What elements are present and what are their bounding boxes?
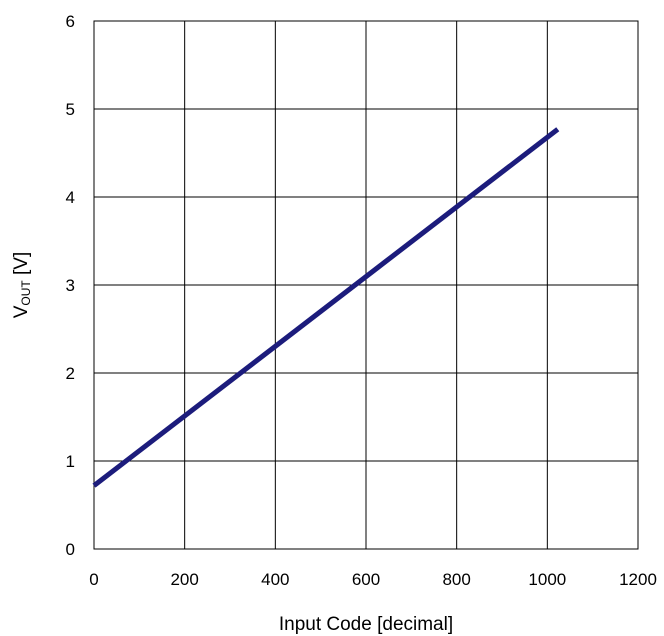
x-tick-label: 0 (89, 570, 98, 589)
y-axis-label: VOUT [V] (11, 252, 33, 319)
x-tick-labels: 0 200 400 600 800 1000 1200 (89, 570, 657, 589)
y-tick-label: 2 (66, 364, 75, 383)
x-tick-label: 800 (442, 570, 470, 589)
y-axis-label-subscript: OUT (19, 280, 33, 306)
y-tick-label: 6 (66, 12, 75, 31)
x-tick-label: 1000 (528, 570, 566, 589)
y-tick-label: 0 (66, 540, 75, 559)
y-tick-label: 4 (66, 188, 75, 207)
grid (94, 21, 638, 549)
y-tick-label: 3 (66, 276, 75, 295)
x-tick-label: 600 (352, 570, 380, 589)
y-tick-labels: 0 1 2 3 4 5 6 (66, 12, 75, 559)
series-group (92, 127, 560, 488)
x-tick-label: 400 (261, 570, 289, 589)
series-line (92, 127, 560, 488)
x-axis-label: Input Code [decimal] (279, 614, 453, 635)
x-tick-label: 1200 (619, 570, 657, 589)
y-axis-label-unit: [V] (11, 252, 32, 281)
y-tick-label: 5 (66, 100, 75, 119)
plot-frame (93, 20, 639, 550)
y-tick-label: 1 (66, 452, 75, 471)
y-axis-label-main: V (11, 305, 32, 318)
x-tick-label: 200 (170, 570, 198, 589)
